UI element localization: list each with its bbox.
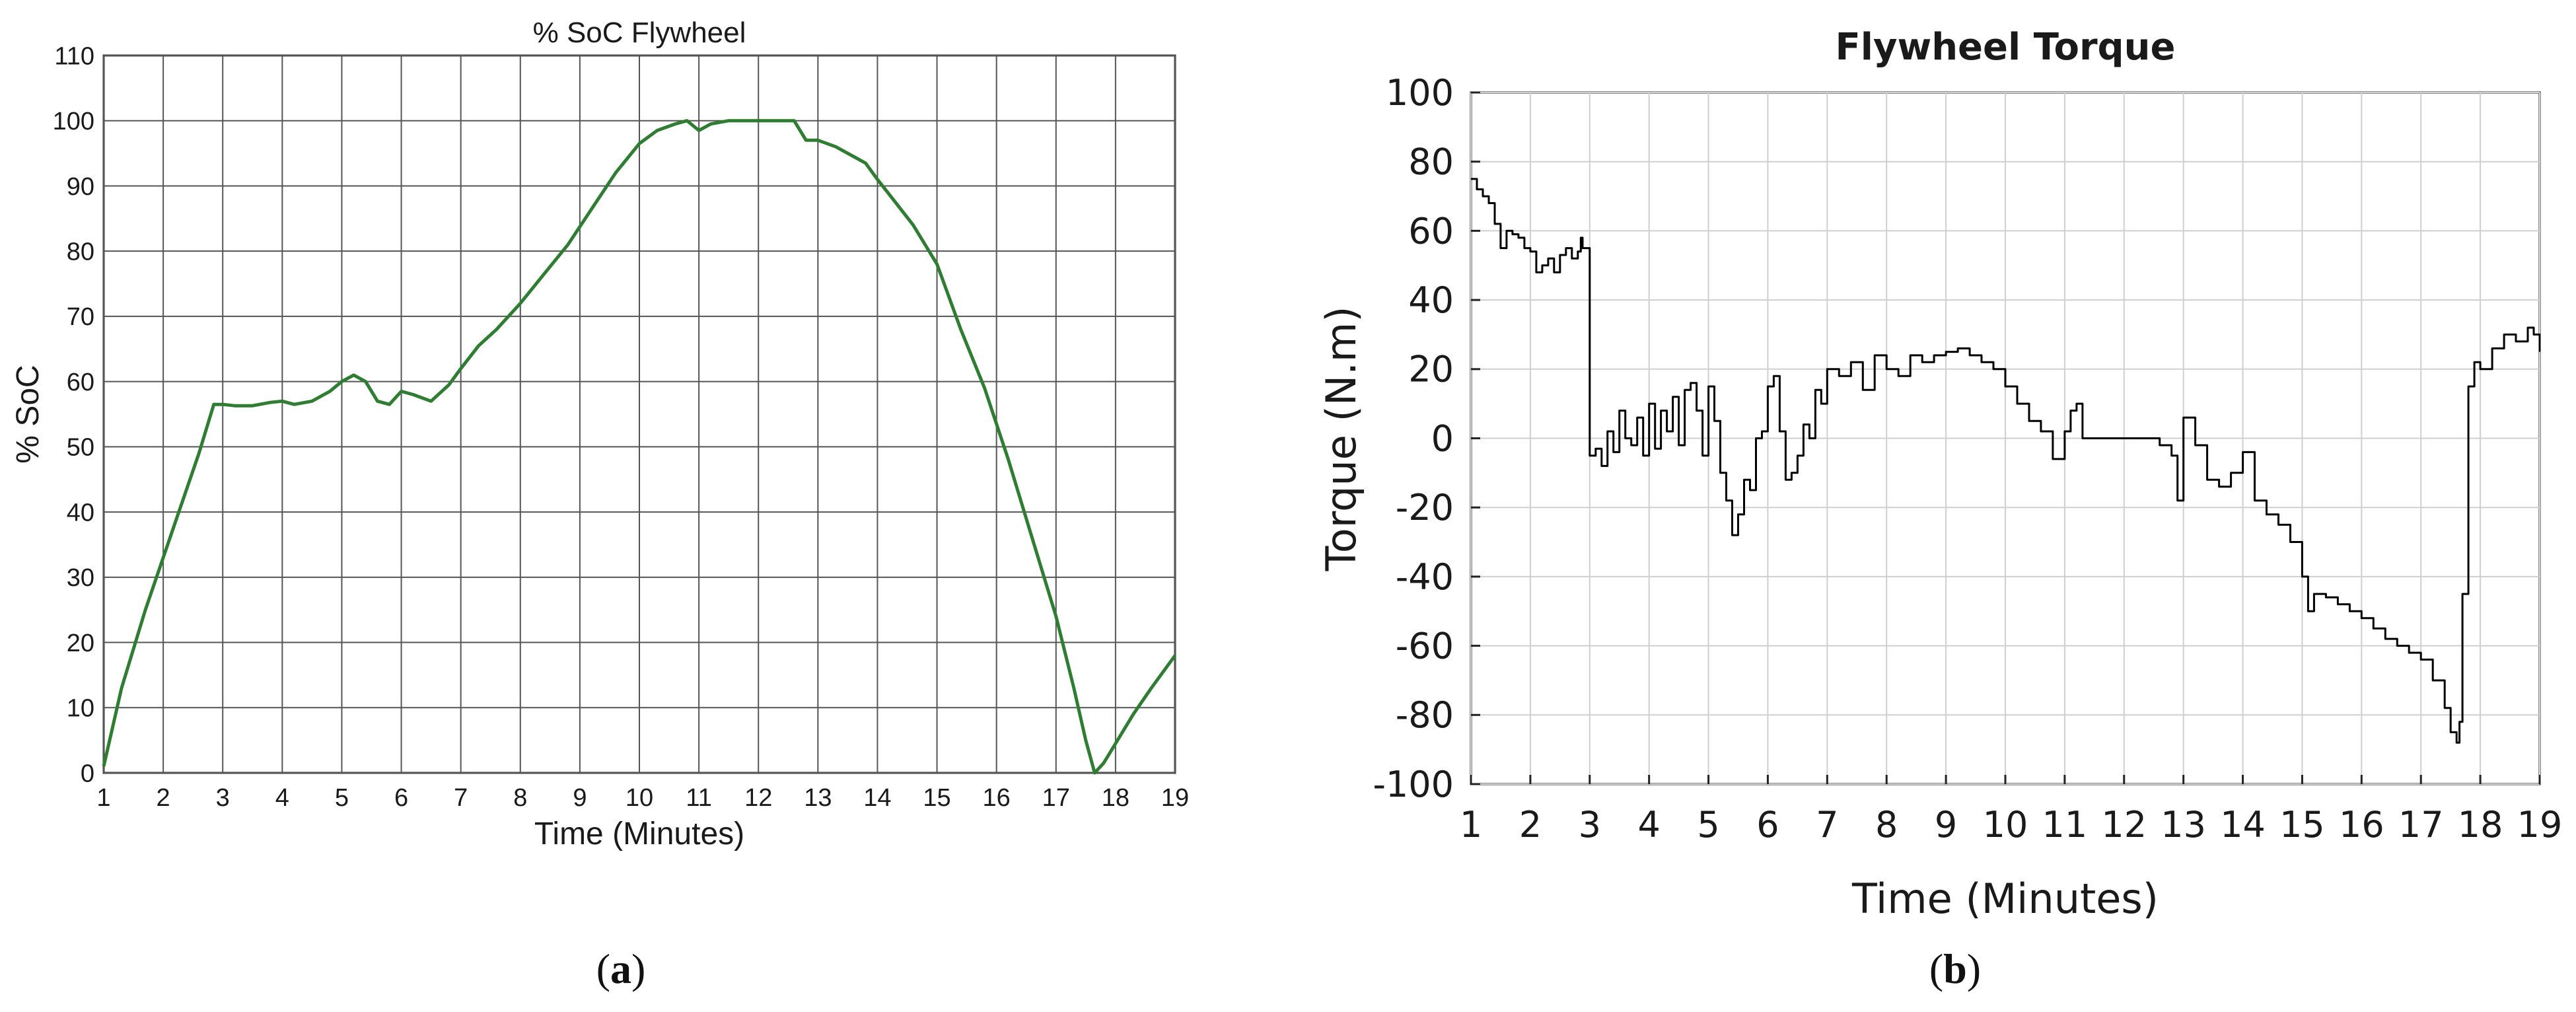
chart-title: Flywheel Torque xyxy=(1836,26,2176,69)
x-tick-label: 15 xyxy=(2279,804,2325,846)
y-tick-label: 40 xyxy=(67,499,94,526)
x-tick-label: 8 xyxy=(513,784,527,812)
x-tick-label: 11 xyxy=(2042,804,2088,846)
y-tick-label: 0 xyxy=(1431,417,1454,459)
y-axis-tick-labels: -100 -80 -60 -40 -20 0 20 40 60 80 100 xyxy=(1373,72,1454,805)
x-tick-label: 19 xyxy=(1161,784,1189,812)
x-tick-label: 10 xyxy=(1983,804,2028,846)
x-tick-label: 15 xyxy=(923,784,950,812)
x-tick-label: 12 xyxy=(2101,804,2147,846)
x-tick-label: 3 xyxy=(1579,804,1601,846)
y-tick-label: 100 xyxy=(53,108,94,135)
y-tick-label: 30 xyxy=(67,564,94,592)
x-tick-label: 17 xyxy=(2398,804,2444,846)
x-tick-label: 18 xyxy=(1102,784,1129,812)
y-axis-label: % SoC xyxy=(11,365,46,463)
data-series xyxy=(102,119,1177,775)
y-tick-label: 80 xyxy=(67,238,94,266)
y-axis-tick-labels: 0 10 20 30 40 50 60 70 80 90 100 110 xyxy=(53,42,94,787)
x-tick-label: 5 xyxy=(1697,804,1719,846)
series-line xyxy=(102,119,1177,775)
x-tick-label: 6 xyxy=(1756,804,1779,846)
x-tick-label: 14 xyxy=(863,784,891,812)
chart-flywheel-torque: 1 2 3 4 5 6 7 8 9 10 11 12 13 14 15 16 17 18 19 -100-80-60… xyxy=(1317,26,2562,923)
x-tick-label: 18 xyxy=(2458,804,2503,846)
x-tick-label: 1 xyxy=(96,784,110,812)
y-tick-label: 20 xyxy=(67,630,94,657)
caption-b: (b) xyxy=(1929,945,1981,992)
caption-b-text: (b) xyxy=(1929,945,1981,992)
x-tick-label: 6 xyxy=(394,784,408,812)
y-tick-label: 60 xyxy=(67,369,94,396)
x-tick-label: 17 xyxy=(1042,784,1070,812)
chart-title: % SoC Flywheel xyxy=(533,17,746,49)
y-tick-label: 20 xyxy=(1408,349,1454,390)
caption-b-letter: b xyxy=(1943,945,1967,992)
y-tick-label: 50 xyxy=(67,434,94,462)
series-line xyxy=(1471,178,2541,744)
x-tick-label: 1 xyxy=(1460,804,1482,846)
y-tick-label: -60 xyxy=(1396,626,1454,667)
x-tick-label: 10 xyxy=(626,784,653,812)
x-tick-label: 19 xyxy=(2517,804,2563,846)
x-axis-tick-labels: 1 2 3 4 5 6 7 8 9 10 11 12 13 14 15 16 17 18 19 xyxy=(96,784,1189,812)
x-tick-label: 11 xyxy=(686,784,711,812)
y-tick-label: 10 xyxy=(67,695,94,723)
y-tick-label: -80 xyxy=(1396,694,1454,736)
x-axis-tick-labels: 1 2 3 4 5 6 7 8 9 10 11 12 13 14 15 16 17 18 19 xyxy=(1460,804,2563,846)
data-series xyxy=(1471,178,2541,744)
x-tick-label: 16 xyxy=(983,784,1011,812)
y-tick-label: 110 xyxy=(54,42,94,70)
caption-a-text: (a) xyxy=(596,945,646,992)
x-tick-label: 2 xyxy=(157,784,170,812)
y-tick-label: -20 xyxy=(1396,487,1454,528)
y-tick-label: 70 xyxy=(67,303,94,331)
y-tick-label: 0 xyxy=(81,760,94,787)
chart-soc-flywheel: 1 2 3 4 5 6 7 8 9 10 11 12 13 14 15 16 17 18 19 0102030405… xyxy=(11,17,1189,851)
x-tick-label: 7 xyxy=(454,784,468,812)
y-tick-label: 80 xyxy=(1408,141,1454,183)
grid-lines xyxy=(103,55,1176,774)
y-tick-label: 100 xyxy=(1386,72,1454,114)
grid-lines xyxy=(1470,91,2541,785)
x-tick-label: 13 xyxy=(2161,804,2206,846)
x-tick-label: 5 xyxy=(335,784,349,812)
x-tick-label: 8 xyxy=(1875,804,1898,846)
x-axis-label: Time (Minutes) xyxy=(1851,875,2159,923)
x-tick-label: 4 xyxy=(275,784,289,812)
y-tick-label: 60 xyxy=(1408,210,1454,252)
x-tick-label: 12 xyxy=(744,784,772,812)
x-tick-label: 13 xyxy=(804,784,832,812)
caption-a-letter: a xyxy=(610,945,631,992)
y-tick-label: -100 xyxy=(1373,764,1454,805)
y-axis-label: Torque (N.m) xyxy=(1317,306,1365,571)
x-tick-label: 9 xyxy=(1935,804,1957,846)
y-tick-label: 90 xyxy=(67,173,94,201)
y-tick-label: 40 xyxy=(1408,279,1454,321)
x-tick-label: 4 xyxy=(1637,804,1660,846)
caption-a: (a) xyxy=(596,945,646,992)
x-tick-label: 2 xyxy=(1519,804,1542,846)
x-axis-label: Time (Minutes) xyxy=(534,816,744,851)
x-tick-label: 14 xyxy=(2220,804,2266,846)
x-tick-label: 9 xyxy=(573,784,587,812)
x-tick-label: 7 xyxy=(1816,804,1838,846)
y-tick-label: -40 xyxy=(1396,556,1454,598)
x-tick-label: 16 xyxy=(2339,804,2384,846)
x-tick-label: 3 xyxy=(216,784,230,812)
